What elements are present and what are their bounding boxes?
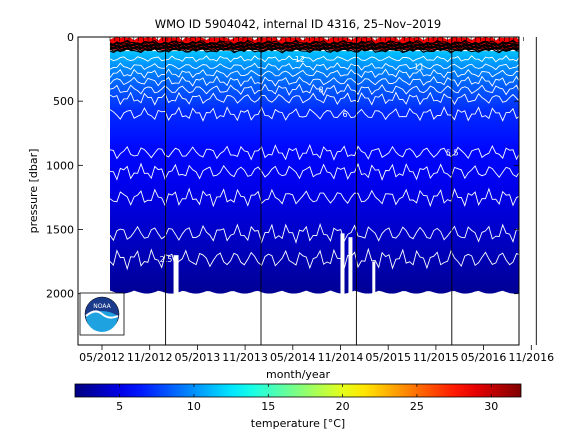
isotherm-5.5 (109, 143, 519, 161)
colorbar-label: temperature [°C] (251, 417, 345, 430)
isotherm-2.5 (109, 247, 519, 271)
x-tick-label: 05/2012 (79, 351, 125, 364)
x-axis: 05/2012 11/2012 05/2013 11/2013 05/2014 11/20… (79, 345, 554, 364)
noaa-logo: NOAA (79, 292, 125, 336)
isotherm-8 (109, 83, 519, 97)
plot-frame (77, 36, 520, 346)
colorbar-ticks: 5 10 15 20 25 30 (116, 384, 498, 413)
data-gap (348, 237, 353, 296)
isotherm-5 (109, 162, 519, 182)
colorbar-tick-label: 5 (116, 400, 123, 413)
data-layer: 1211865.5432.5 (104, 37, 519, 298)
y-tick-label: 500 (53, 95, 74, 108)
isotherm-7 (109, 91, 519, 106)
data-gap (372, 261, 376, 296)
isotherm-label-8: 8 (319, 86, 324, 95)
y-tick-label: 2000 (46, 288, 74, 301)
isotherm-label-12: 12 (295, 55, 305, 64)
year-boundary-lines (165, 37, 537, 345)
isotherm-label-3: 3 (104, 229, 109, 238)
isotherm-4 (109, 187, 519, 208)
plot-area: 1211865.5432.5 (77, 36, 537, 346)
x-tick-label: 11/2016 (508, 351, 554, 364)
colorbar-tick-label: 20 (336, 400, 350, 413)
data-bottom-edge (110, 290, 519, 298)
y-tick-label: 1000 (46, 159, 74, 172)
isotherm-10 (109, 68, 519, 79)
isotherm-label-6: 6 (343, 110, 348, 119)
y-axis-label: pressure [dbar] (27, 149, 40, 234)
x-tick-label: 11/2014 (318, 351, 364, 364)
isotherm-9 (109, 75, 519, 87)
isotherm-label-11: 11 (414, 63, 424, 72)
data-gap (340, 233, 345, 296)
y-tick-label: 0 (67, 31, 74, 44)
svg-text:NOAA: NOAA (93, 303, 111, 310)
x-tick-label: 05/2016 (461, 351, 507, 364)
x-tick-label: 11/2012 (127, 351, 173, 364)
colorbar-tick-label: 25 (410, 400, 424, 413)
x-tick-label: 11/2015 (413, 351, 459, 364)
x-axis-label: month/year (266, 368, 330, 381)
colorbar-tick-label: 30 (484, 400, 498, 413)
y-tick-label: 1500 (46, 224, 74, 237)
x-tick-label: 05/2014 (270, 351, 316, 364)
chart-title: WMO ID 5904042, internal ID 4316, 25–Nov… (155, 17, 442, 31)
colorbar-tick-label: 10 (187, 400, 201, 413)
isotherm-label-4: 4 (104, 193, 109, 202)
isotherm-11 (109, 62, 519, 71)
x-tick-label: 05/2015 (365, 351, 411, 364)
y-axis: 0 500 1000 1500 2000 (46, 31, 519, 301)
thermocline-contour (109, 47, 519, 54)
x-tick-label: 11/2013 (222, 351, 268, 364)
isotherm-6 (109, 106, 519, 122)
x-tick-label: 05/2013 (175, 351, 221, 364)
colorbar: 5 10 15 20 25 30 temperature [°C] (74, 383, 522, 430)
top-minor-ticks (109, 37, 524, 41)
colorbar-strip (74, 383, 522, 398)
isotherm-3 (109, 222, 519, 244)
data-gap (173, 255, 179, 296)
colorbar-tick-label: 15 (261, 400, 275, 413)
isotherm-12 (109, 55, 519, 63)
